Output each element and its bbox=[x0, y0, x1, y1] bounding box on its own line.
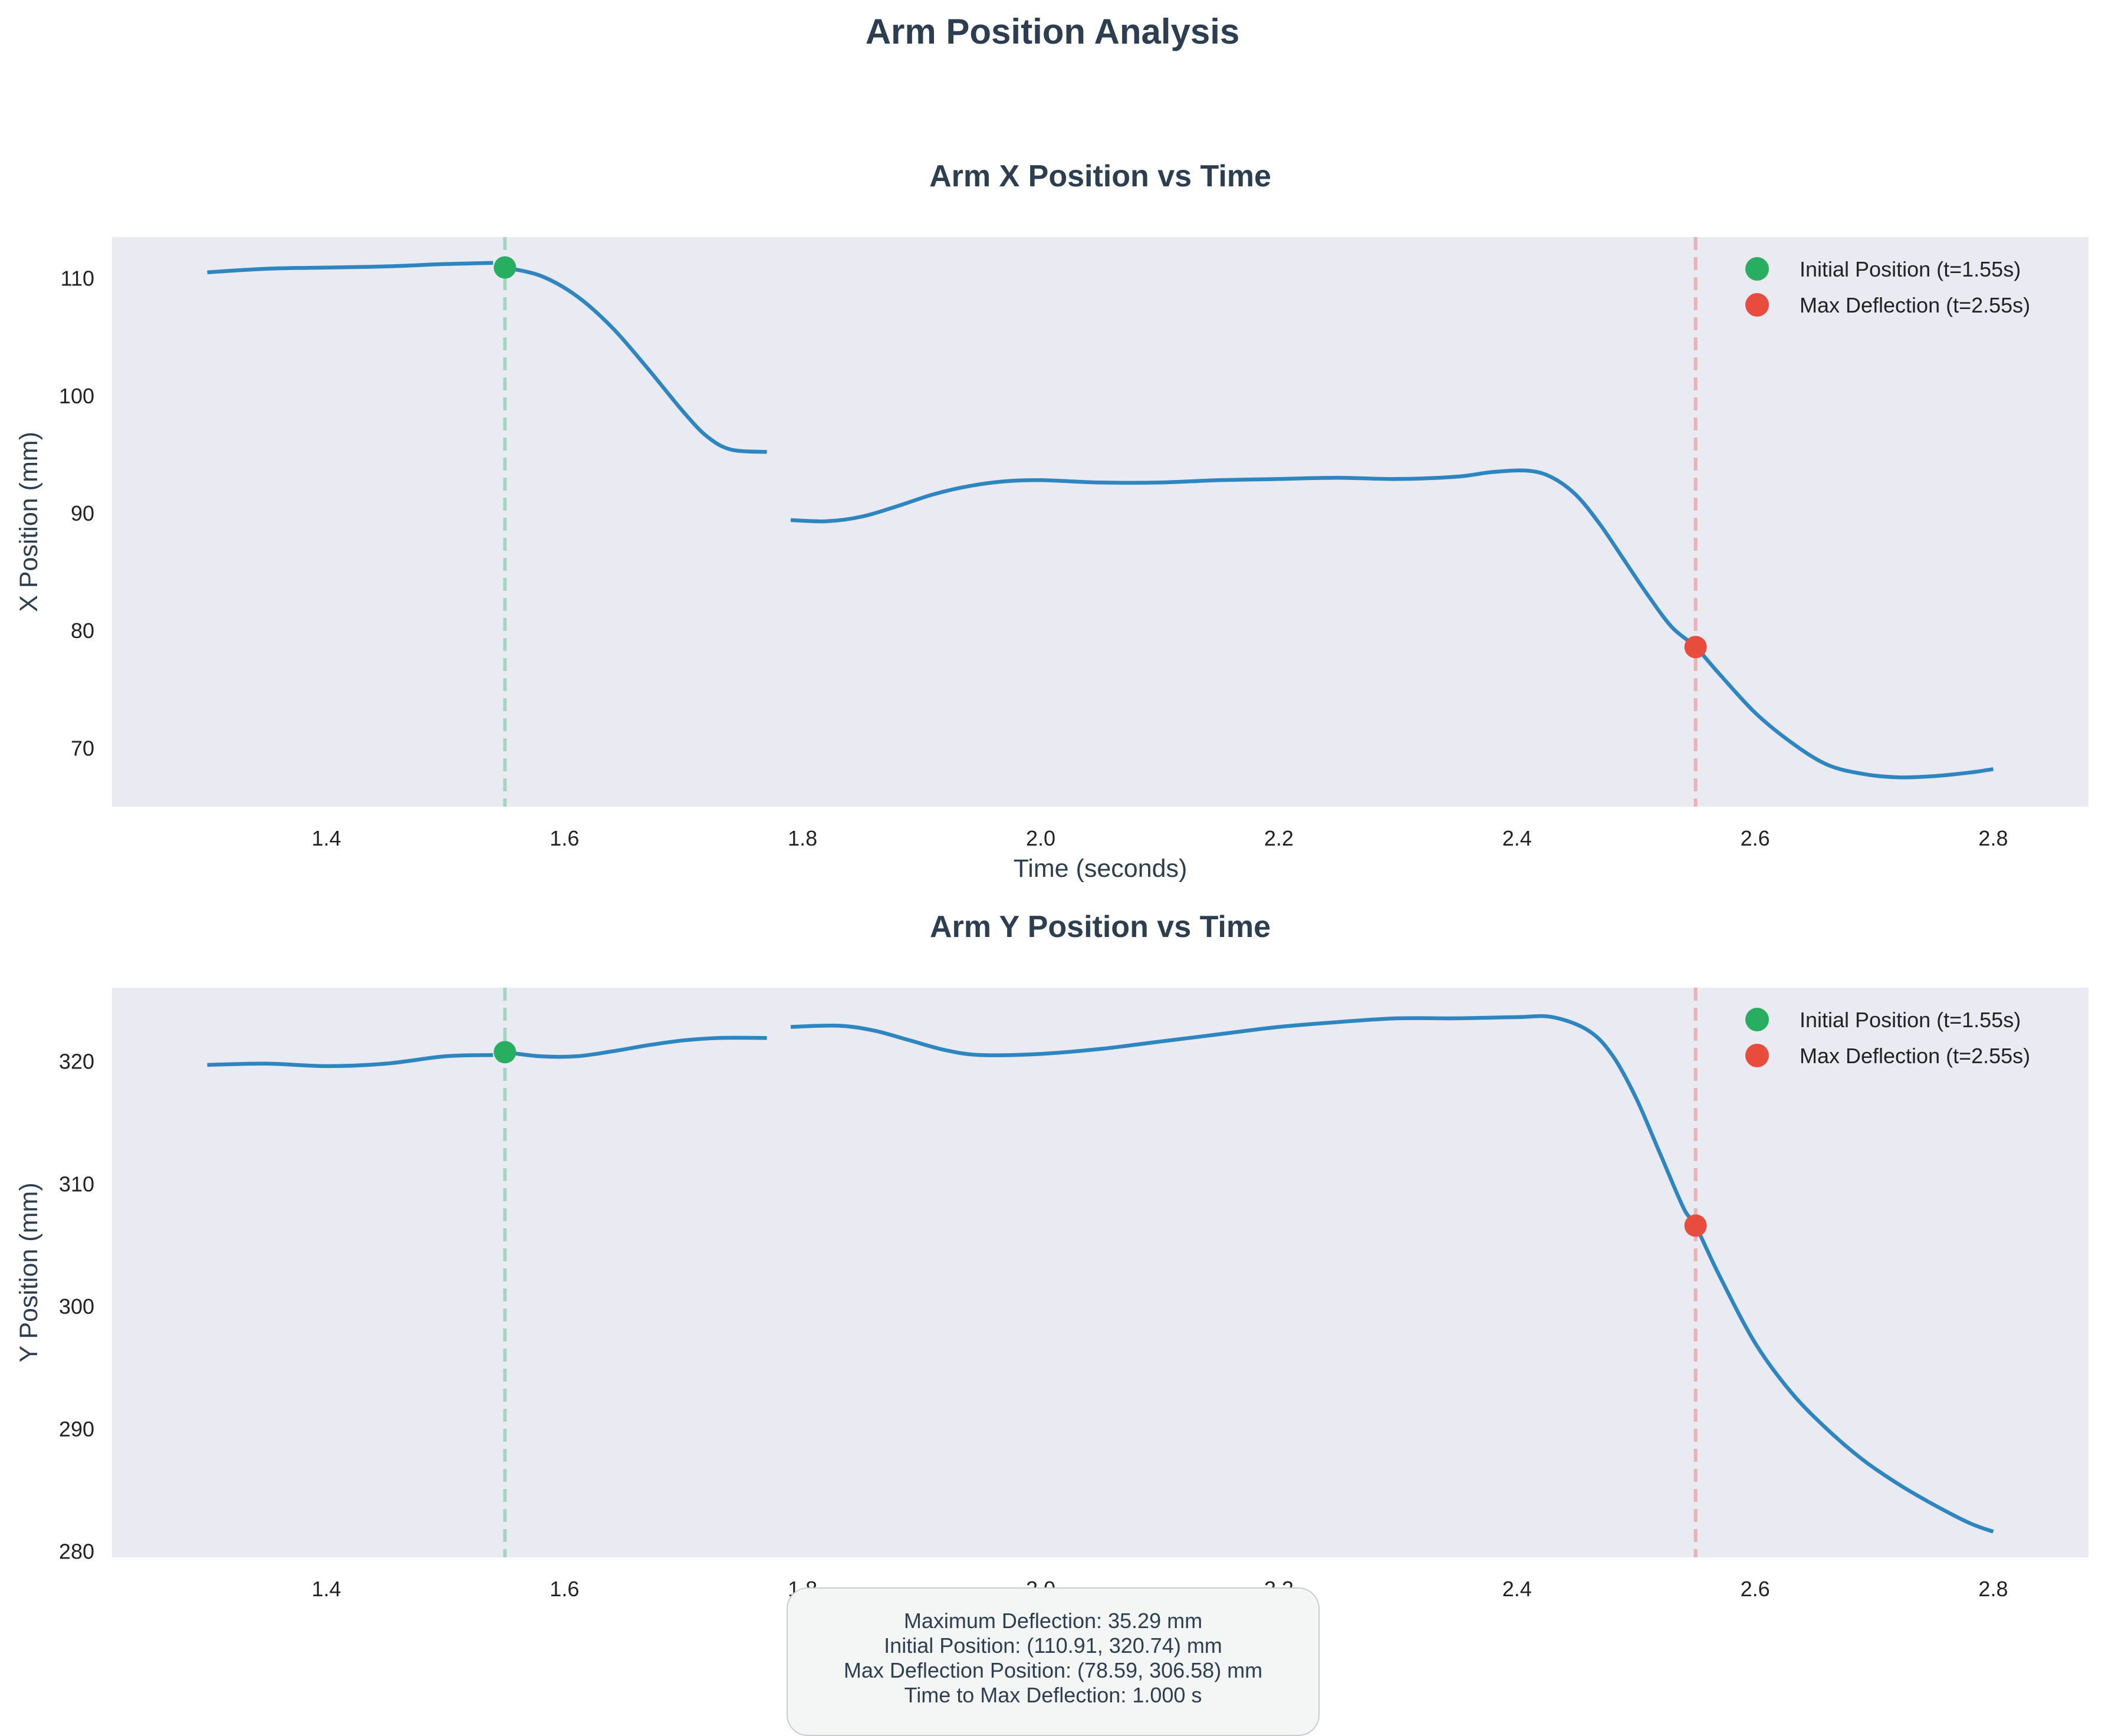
y-tick-label: 320 bbox=[59, 1050, 94, 1074]
position-line-segment-2 bbox=[505, 1035, 767, 1059]
legend-max-label: Max Deflection (t=2.55s) bbox=[1800, 293, 2030, 317]
x-chart-xlabel: Time (seconds) bbox=[1014, 854, 1188, 883]
x-tick-label: 2.6 bbox=[1741, 1577, 1770, 1601]
legend-max-marker bbox=[1745, 293, 1769, 317]
y-plot-area bbox=[112, 988, 2088, 1557]
x-tick-label: 2.6 bbox=[1741, 826, 1770, 850]
x-tick-label: 2.4 bbox=[1502, 1577, 1532, 1601]
y-chart-legend: Initial Position (t=1.55s) Max Deflectio… bbox=[1745, 1008, 2030, 1068]
initial-position-marker bbox=[494, 1041, 517, 1064]
y-tick-label: 300 bbox=[59, 1294, 94, 1319]
y-tick-label: 110 bbox=[61, 267, 94, 291]
summary-max-deflection: Maximum Deflection: 35.29 mm bbox=[903, 1609, 1203, 1633]
y-tick-label: 290 bbox=[59, 1417, 94, 1441]
x-tick-label: 2.4 bbox=[1502, 826, 1532, 850]
legend-max-marker bbox=[1745, 1044, 1769, 1067]
x-tick-label: 2.8 bbox=[1978, 826, 2008, 850]
max-deflection-marker bbox=[1684, 636, 1707, 659]
position-line-segment-2 bbox=[504, 265, 767, 454]
y-tick-label: 100 bbox=[59, 384, 94, 408]
summary-box: Maximum Deflection: 35.29 mm Initial Pos… bbox=[787, 1587, 1320, 1736]
position-line-segment-3 bbox=[790, 468, 1994, 780]
x-tick-label: 1.4 bbox=[311, 1577, 341, 1601]
x-tick-label: 2.2 bbox=[1264, 826, 1294, 850]
max-deflection-marker bbox=[1684, 1214, 1707, 1237]
y-chart-ylabel: Y Position (mm) bbox=[15, 1182, 43, 1362]
summary-max-position: Max Deflection Position: (78.59, 306.58)… bbox=[843, 1658, 1263, 1682]
summary-time-to-max: Time to Max Deflection: 1.000 s bbox=[904, 1683, 1202, 1707]
legend-initial-marker bbox=[1745, 1008, 1769, 1031]
initial-position-marker bbox=[494, 256, 517, 279]
x-tick-label: 1.6 bbox=[550, 826, 579, 850]
x-chart-legend: Initial Position (t=1.55s) Max Deflectio… bbox=[1745, 257, 2030, 317]
x-tick-label: 1.4 bbox=[311, 826, 341, 850]
x-chart-ylabel: X Position (mm) bbox=[15, 432, 43, 612]
position-line-segment-3 bbox=[790, 1014, 1994, 1534]
figure-title: Arm Position Analysis bbox=[866, 12, 1240, 51]
y-tick-label: 90 bbox=[71, 501, 94, 525]
legend-initial-label: Initial Position (t=1.55s) bbox=[1800, 1008, 2021, 1032]
position-line-segment-1 bbox=[207, 261, 494, 275]
summary-initial-position: Initial Position: (110.91, 320.74) mm bbox=[884, 1633, 1222, 1658]
x-position-panel: Arm X Position vs Time 1.4 1.6 1.8 2.0 2.2 2.… bbox=[15, 159, 2088, 883]
y-tick-label: 280 bbox=[59, 1540, 94, 1564]
position-line-segment-1 bbox=[207, 1053, 494, 1068]
y-tick-label: 310 bbox=[59, 1172, 94, 1196]
y-position-panel: Arm Y Position vs Time 1.41.61.82.02.22.… bbox=[15, 910, 2088, 1601]
y-tick-label: 70 bbox=[71, 736, 94, 760]
x-tick-label: 2.8 bbox=[1978, 1577, 2008, 1601]
y-chart-title: Arm Y Position vs Time bbox=[930, 910, 1271, 944]
legend-max-label: Max Deflection (t=2.55s) bbox=[1800, 1044, 2030, 1068]
x-tick-label: 1.8 bbox=[788, 826, 817, 850]
legend-initial-marker bbox=[1745, 257, 1769, 281]
x-chart-title: Arm X Position vs Time bbox=[929, 159, 1271, 193]
x-plot-area bbox=[112, 237, 2088, 807]
legend-initial-label: Initial Position (t=1.55s) bbox=[1800, 257, 2021, 281]
y-tick-label: 80 bbox=[71, 619, 94, 643]
x-tick-label: 1.6 bbox=[550, 1577, 579, 1601]
x-tick-label: 2.0 bbox=[1026, 826, 1055, 850]
